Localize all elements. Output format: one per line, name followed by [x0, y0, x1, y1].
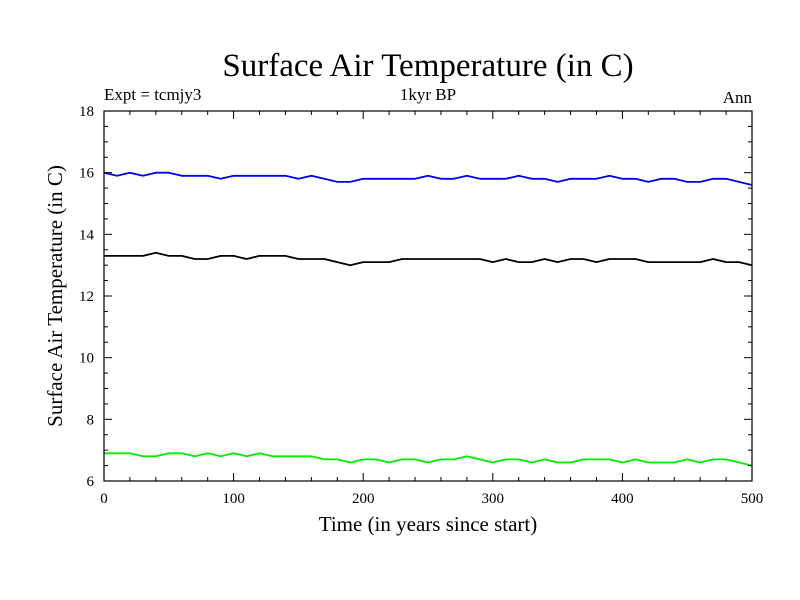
y-tick-label: 18 — [79, 104, 94, 120]
y-axis-label: Surface Air Temperature (in C) — [43, 165, 67, 427]
series-line-2 — [104, 251, 753, 267]
period-label: 1kyr BP — [400, 85, 456, 104]
x-tick-label: 0 — [100, 491, 108, 507]
chart-title: Surface Air Temperature (in C) — [222, 48, 633, 84]
series-line-3 — [104, 452, 753, 467]
x-tick-label: 500 — [741, 491, 764, 507]
series-line-1 — [103, 171, 753, 186]
x-tick-label: 100 — [222, 491, 245, 507]
x-tick-label: 300 — [482, 491, 505, 507]
season-label: Ann — [723, 88, 753, 107]
y-tick-label: 14 — [79, 227, 95, 243]
experiment-label: Expt = tcmjy3 — [104, 85, 201, 104]
y-tick-label: 10 — [79, 351, 94, 367]
y-tick-label: 12 — [79, 289, 94, 305]
x-tick-label: 400 — [611, 491, 634, 507]
plot-frame — [103, 110, 753, 482]
y-tick-label: 16 — [79, 166, 95, 182]
y-tick-label: 6 — [87, 474, 95, 490]
x-axis-label: Time (in years since start) — [319, 512, 538, 536]
x-tick-label: 200 — [352, 491, 375, 507]
y-tick-label: 8 — [87, 412, 95, 428]
